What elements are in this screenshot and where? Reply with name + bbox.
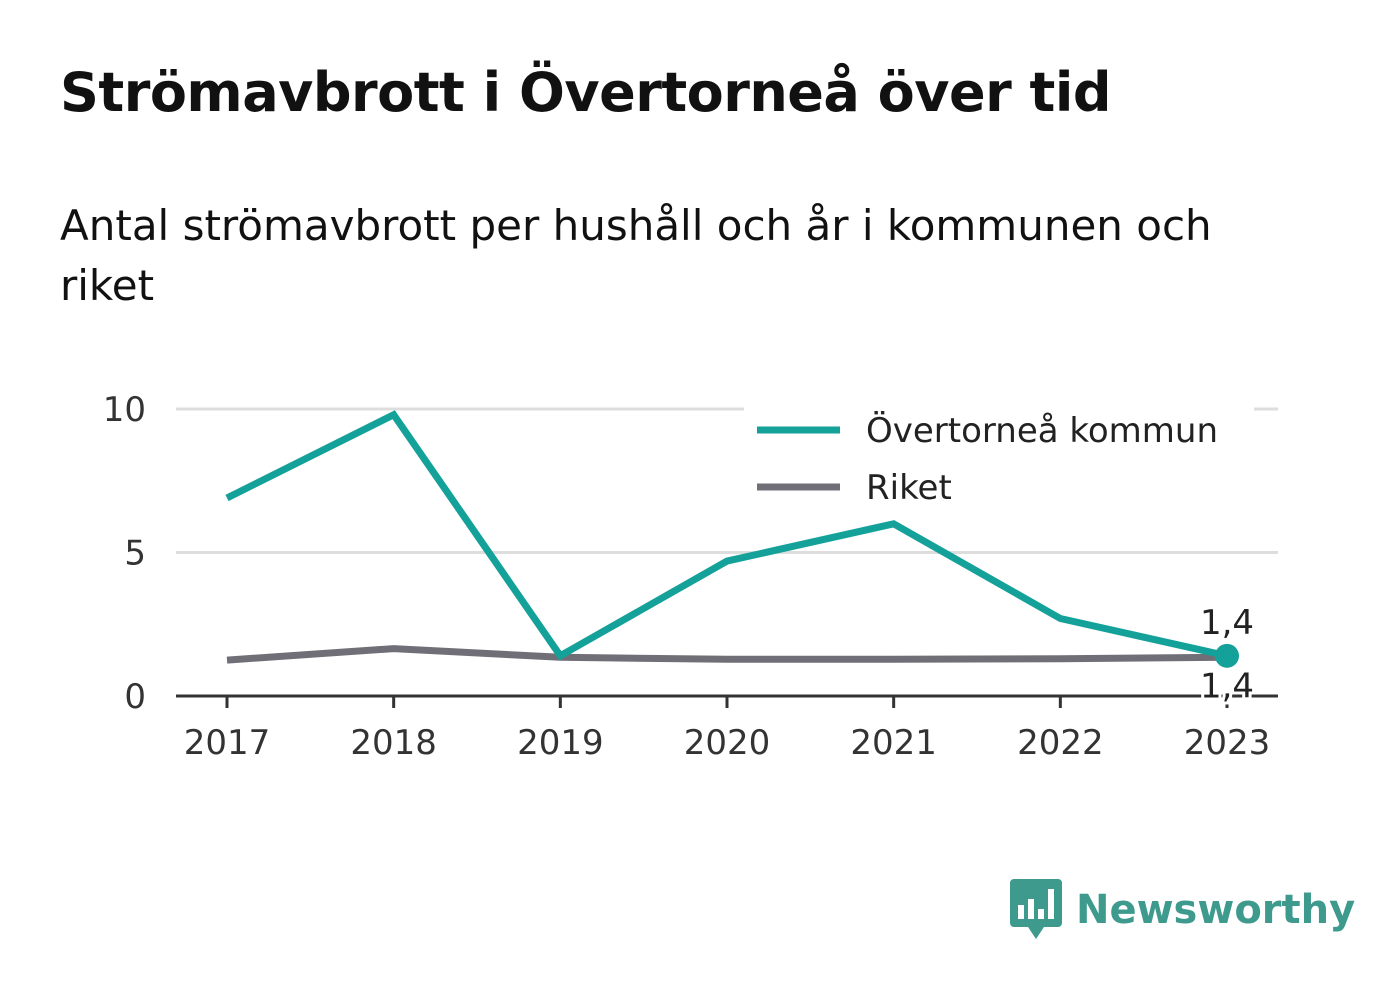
- end-label-overtornea: 1,4: [1200, 603, 1254, 643]
- end-point-marker: [1215, 643, 1239, 668]
- newsworthy-bar-chart-icon: [1010, 879, 1062, 939]
- x-tick-label-2018: 2018: [350, 723, 437, 763]
- y-tick-label-0: 0: [124, 677, 146, 717]
- end-label-riket: 1,4: [1200, 666, 1254, 706]
- series-line-övertorneå-kommun: [225, 410, 1228, 661]
- newsworthy-logo: Newsworthy: [1010, 878, 1355, 942]
- legend-label-riket: Riket: [866, 468, 952, 508]
- x-tick-label-2022: 2022: [1017, 723, 1104, 763]
- series-line-riket: [226, 645, 1228, 664]
- chart-title: Strömavbrott i Övertorneå över tid: [60, 61, 1112, 124]
- chart-subtitle: Antal strömavbrott per hushåll och år i …: [60, 201, 1212, 310]
- x-tick-label-2021: 2021: [850, 723, 937, 763]
- legend: Övertorneå kommun Riket: [744, 405, 1254, 517]
- x-tick-label-2023: 2023: [1184, 723, 1271, 763]
- legend-label-övertorneå-kommun: Övertorneå kommun: [866, 410, 1218, 451]
- series-lines: 1,4 1,4: [225, 410, 1257, 709]
- y-axis-tick-labels: 0 5 10: [103, 390, 146, 717]
- y-tick-label-10: 10: [103, 390, 146, 430]
- x-tick-label-2020: 2020: [684, 723, 771, 763]
- y-tick-label-5: 5: [124, 534, 146, 574]
- x-tick-label-2017: 2017: [184, 723, 271, 763]
- x-tick-label-2019: 2019: [517, 723, 604, 763]
- brand-name: Newsworthy: [1076, 887, 1356, 933]
- x-axis: 2017 2018 2019 2020 2021 2022 2023: [176, 694, 1278, 763]
- legend-background: [744, 405, 1254, 517]
